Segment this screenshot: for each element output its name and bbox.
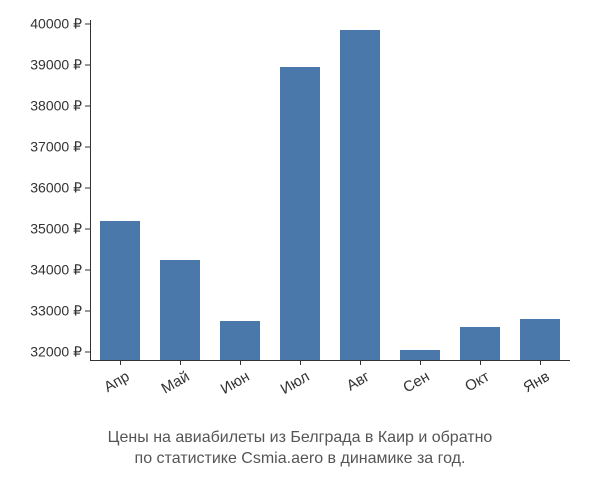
bar — [460, 327, 501, 360]
x-tick-mark — [420, 360, 421, 365]
x-tick-label: Апр — [86, 368, 133, 405]
y-tick-label: 38000 ₽ — [0, 98, 90, 115]
y-tick-label: 32000 ₽ — [0, 343, 90, 360]
x-tick-mark — [240, 360, 241, 365]
x-tick-mark — [180, 360, 181, 365]
bar — [520, 319, 561, 360]
bars-group — [90, 20, 570, 360]
bar — [160, 260, 201, 360]
x-tick-label: Июн — [206, 368, 253, 405]
y-tick-label: 36000 ₽ — [0, 179, 90, 196]
x-tick-mark — [480, 360, 481, 365]
y-tick-label: 35000 ₽ — [0, 220, 90, 237]
caption-line-1: Цены на авиабилеты из Белграда в Каир и … — [108, 429, 493, 446]
y-tick-label: 34000 ₽ — [0, 261, 90, 278]
caption-line-2: по статистике Csmia.aero в динамике за г… — [135, 450, 466, 467]
price-chart: 32000 ₽ 33000 ₽ 34000 ₽ 35000 ₽ 36000 ₽ 37000… — [0, 0, 600, 500]
x-tick-label: Окт — [446, 368, 493, 405]
chart-caption: Цены на авиабилеты из Белграда в Каир и … — [0, 427, 600, 470]
x-tick-label: Сен — [386, 368, 433, 405]
bar — [400, 350, 441, 360]
x-tick-mark — [120, 360, 121, 365]
bar — [220, 321, 261, 360]
y-tick-label: 37000 ₽ — [0, 138, 90, 155]
y-tick-label: 33000 ₽ — [0, 302, 90, 319]
x-tick-label: Янв — [506, 368, 553, 405]
x-tick-label: Июл — [266, 368, 313, 405]
x-tick-mark — [360, 360, 361, 365]
x-axis-line — [90, 360, 570, 361]
bar — [340, 30, 381, 360]
x-tick-label: Май — [146, 368, 193, 405]
y-tick-label: 40000 ₽ — [0, 16, 90, 33]
x-tick-label: Авг — [326, 368, 373, 405]
bar — [280, 67, 321, 360]
x-tick-mark — [540, 360, 541, 365]
x-tick-mark — [300, 360, 301, 365]
y-tick-label: 39000 ₽ — [0, 57, 90, 74]
bar — [100, 221, 141, 360]
